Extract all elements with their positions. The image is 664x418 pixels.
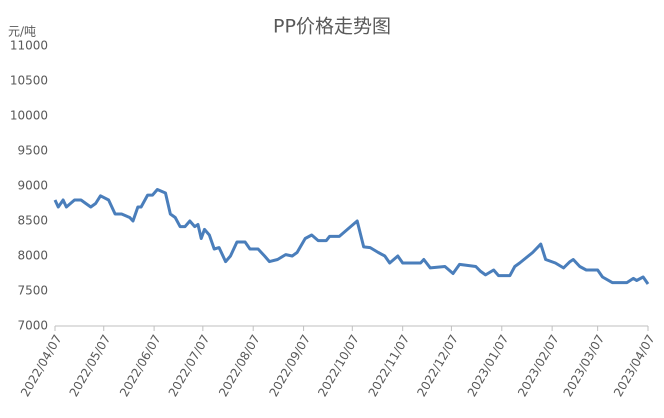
y-tick-label: 9500: [17, 144, 48, 158]
y-tick-label: 7500: [17, 284, 48, 298]
x-tick-label: 2022/10/07: [315, 332, 362, 399]
chart-title: PP价格走势图: [273, 16, 391, 38]
x-tick-label: 2023/01/07: [465, 332, 512, 399]
y-tick-label: 8500: [17, 214, 48, 228]
y-tick-label: 9000: [17, 179, 48, 193]
x-tick-label: 2022/11/07: [366, 332, 413, 399]
x-tick-label: 2022/12/07: [414, 332, 461, 399]
y-tick-label: 11000: [10, 39, 48, 53]
y-tick-label: 8000: [17, 249, 48, 263]
x-tick-label: 2022/09/07: [266, 332, 313, 399]
data-line: [53, 188, 650, 285]
x-tick-label: 2023/02/07: [515, 332, 562, 399]
y-axis-label: 元/吨: [8, 25, 36, 39]
x-tick-label: 2022/05/07: [67, 332, 114, 399]
x-tick-label: 2022/08/07: [216, 332, 263, 399]
y-tick-label: 10500: [10, 74, 48, 88]
x-tick-label: 2022/04/07: [18, 332, 65, 399]
x-tick-label: 2023/04/07: [611, 332, 658, 399]
x-tick-label: 2023/03/07: [561, 332, 608, 399]
x-tick-label: 2022/06/07: [117, 332, 164, 399]
y-tick-label: 7000: [17, 319, 48, 333]
x-tick-label: 2022/07/07: [166, 332, 213, 399]
y-tick-label: 10000: [10, 109, 48, 123]
